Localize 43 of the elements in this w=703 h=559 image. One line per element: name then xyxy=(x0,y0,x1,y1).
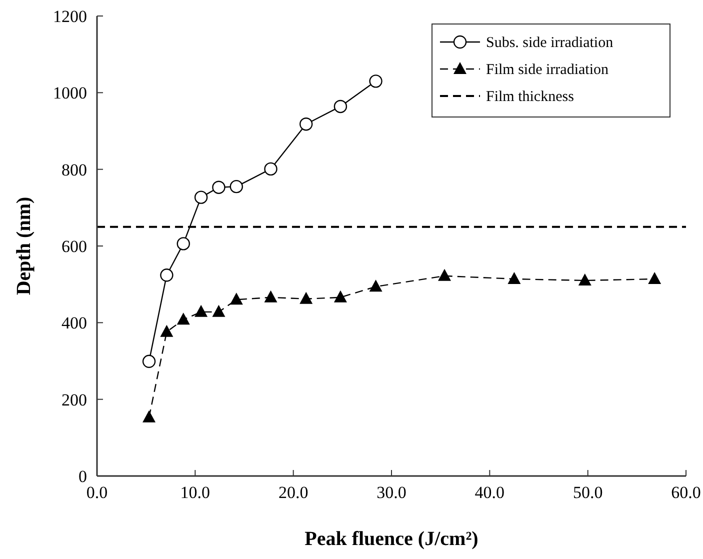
point xyxy=(160,324,174,337)
x-tick-label: 40.0 xyxy=(474,483,505,502)
y-tick-label: 1000 xyxy=(53,84,87,103)
point xyxy=(369,280,382,292)
legend-label: Film side irradiation xyxy=(486,62,609,78)
legend-label: Subs. side irradiation xyxy=(486,35,614,51)
point xyxy=(230,180,243,194)
point xyxy=(648,272,662,284)
y-tick-label: 1200 xyxy=(53,7,87,26)
point xyxy=(176,237,190,250)
point xyxy=(264,162,278,176)
point xyxy=(369,74,382,88)
y-tick-label: 200 xyxy=(62,390,87,410)
x-tick-label: 10.0 xyxy=(180,483,210,502)
y-tick-label: 600 xyxy=(62,237,87,256)
point xyxy=(194,304,208,317)
x-tick-label: 0.0 xyxy=(86,483,108,502)
point xyxy=(212,180,226,194)
x-tick-label: 30.0 xyxy=(376,483,406,502)
point xyxy=(334,100,348,114)
point xyxy=(334,290,347,302)
x-axis-title: Peak fluence (J/cm²) xyxy=(304,528,478,550)
x-tick-label: 20.0 xyxy=(278,483,308,502)
point xyxy=(176,312,190,325)
x-tick-label: 50.0 xyxy=(572,483,603,502)
point xyxy=(578,274,592,286)
point xyxy=(230,292,243,305)
point xyxy=(508,272,521,284)
point xyxy=(299,118,313,131)
y-axis-title: Depth (nm) xyxy=(13,196,35,296)
point xyxy=(300,292,313,304)
y-tick-label: 400 xyxy=(62,314,87,333)
legend-label: Film thickness xyxy=(486,89,574,105)
point xyxy=(160,268,174,282)
point xyxy=(142,354,156,368)
point xyxy=(212,304,226,317)
point xyxy=(438,268,452,281)
point xyxy=(142,410,156,422)
point xyxy=(264,290,278,302)
point xyxy=(194,190,208,204)
y-tick-label: 800 xyxy=(62,160,87,180)
x-tick-label: 60.0 xyxy=(671,483,701,502)
y-tick-label: 0 xyxy=(78,467,87,486)
